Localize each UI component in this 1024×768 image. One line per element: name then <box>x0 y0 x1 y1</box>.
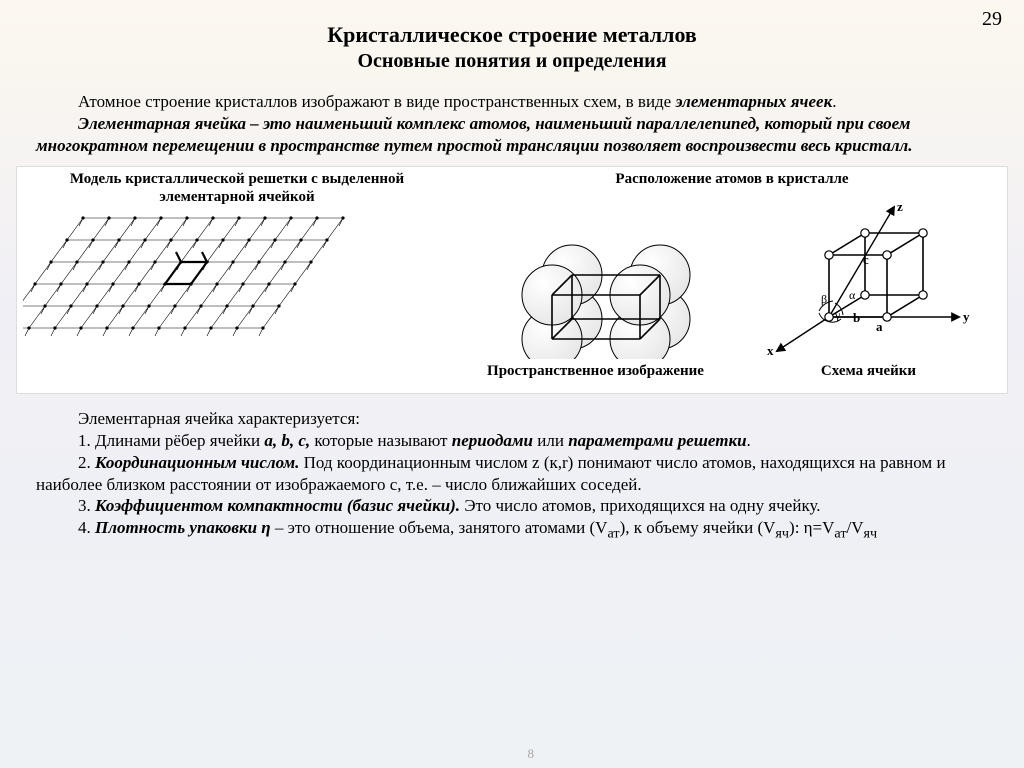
char-3: 3. Коэффициентом компактности (базис яче… <box>36 495 988 517</box>
cell-scheme-diagram: yzxabcαβγ <box>759 199 979 359</box>
char-2: 2. Координационным числом. Под координац… <box>36 452 988 496</box>
fig-right-bottom-caption: Схема ячейки <box>821 363 916 380</box>
svg-text:c: c <box>863 252 869 267</box>
char-1: 1. Длинами рёбер ячейки a, b, c, которые… <box>36 430 988 452</box>
page-number-top: 29 <box>982 8 1002 31</box>
svg-text:x: x <box>767 343 774 358</box>
paragraph-1: Атомное строение кристаллов изображают в… <box>36 91 988 113</box>
svg-text:b: b <box>853 310 860 325</box>
fig-right-top-caption: Расположение атомов в кристалле <box>457 171 1007 188</box>
figure-box: Модель кристаллической решетки с выделен… <box>16 166 1008 394</box>
svg-text:a: a <box>876 319 883 334</box>
char-4: 4. Плотность упаковки η – это отношение … <box>36 517 988 543</box>
atom-packing-diagram <box>496 199 696 359</box>
paragraph-2: Элементарная ячейка – это наименьший ком… <box>36 113 988 157</box>
lattice-diagram <box>23 210 443 390</box>
page-title: Кристаллическое строение металлов <box>0 22 1024 48</box>
svg-text:α: α <box>849 288 856 302</box>
svg-text:y: y <box>963 309 970 324</box>
page-number-bottom: 8 <box>528 746 535 762</box>
svg-text:z: z <box>897 199 903 214</box>
fig-left-caption: Модель кристаллической решетки с выделен… <box>23 171 451 206</box>
page-subtitle: Основные понятия и определения <box>0 50 1024 73</box>
fig-mid-bottom-caption: Пространственное изображение <box>487 363 704 380</box>
char-intro: Элементарная ячейка характеризуется: <box>36 408 988 430</box>
